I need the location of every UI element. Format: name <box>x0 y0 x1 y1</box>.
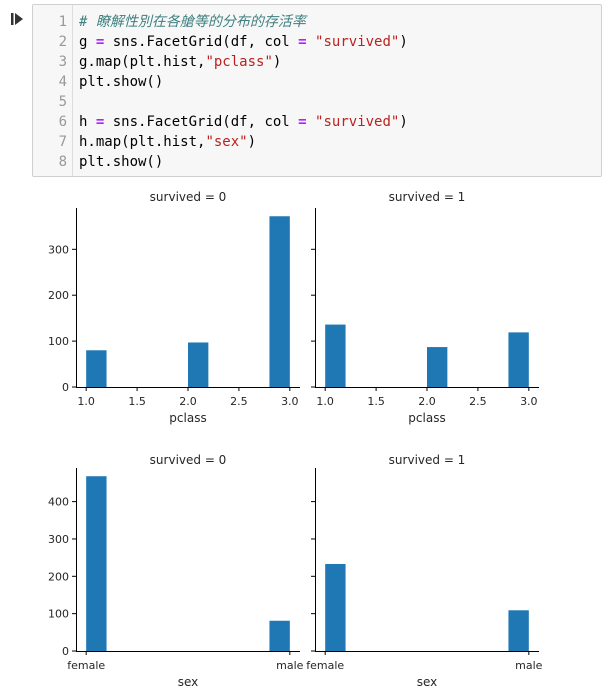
line-number: 7 <box>58 134 67 150</box>
x-tick-label: 1.0 <box>316 395 334 408</box>
code-token: ) <box>247 134 257 150</box>
code-line: 5 <box>33 92 603 112</box>
line-number: 4 <box>58 74 67 90</box>
histogram-bar <box>86 476 107 651</box>
code-token <box>307 34 315 50</box>
code-text: g.map(plt.hist,"pclass") <box>79 52 281 72</box>
code-token <box>307 114 315 130</box>
code-text: plt.show() <box>79 72 163 92</box>
x-tick-label: female <box>306 659 344 672</box>
x-tick-label: 2.5 <box>469 395 487 408</box>
code-token: plt.show() <box>79 154 164 170</box>
code-token: "pclass" <box>205 54 273 70</box>
x-tick-label: 2.5 <box>230 395 248 408</box>
histogram-bar <box>508 332 529 387</box>
run-cell-icon[interactable] <box>10 12 24 26</box>
x-tick-label: 2.0 <box>418 395 436 408</box>
x-tick-label: 1.5 <box>128 395 146 408</box>
y-tick-label: 100 <box>48 335 69 348</box>
x-axis-label: pclass <box>408 411 445 425</box>
line-number: 1 <box>58 14 67 30</box>
code-token: = <box>298 34 307 50</box>
y-tick-label: 100 <box>48 608 69 621</box>
code-text: g = sns.FacetGrid(df, col = "survived") <box>79 32 408 52</box>
y-tick-label: 200 <box>48 289 69 302</box>
x-tick-label: 2.0 <box>179 395 197 408</box>
code-token: "survived" <box>315 114 400 130</box>
line-number: 2 <box>58 34 67 50</box>
code-token: ) <box>399 34 408 50</box>
code-token: "survived" <box>315 34 400 50</box>
code-token: # 瞭解性別在各艙等的分布的存活率 <box>79 14 306 30</box>
code-line: 3 g.map(plt.hist,"pclass") <box>33 52 603 72</box>
x-tick-label: 1.5 <box>367 395 385 408</box>
code-token: g.map(plt.hist, <box>79 54 206 70</box>
y-tick-label: 200 <box>48 570 69 583</box>
x-tick-label: 3.0 <box>520 395 538 408</box>
x-tick-label: female <box>67 659 105 672</box>
histogram-bar <box>427 347 448 387</box>
x-tick-label: male <box>276 659 304 672</box>
code-token: h <box>79 114 96 130</box>
code-token: = <box>298 114 307 130</box>
code-token: g <box>79 34 96 50</box>
x-axis-label: pclass <box>169 411 206 425</box>
code-token: sns.FacetGrid(df, col <box>104 34 299 50</box>
histogram-bar <box>269 216 290 387</box>
code-text: h = sns.FacetGrid(df, col = "survived") <box>79 112 408 132</box>
code-token: plt.show() <box>79 74 164 90</box>
y-tick-label: 400 <box>48 496 69 509</box>
chart-title: survived = 0 <box>150 453 227 467</box>
code-text: plt.show() <box>79 152 163 172</box>
code-text: h.map(plt.hist,"sex") <box>79 132 256 152</box>
chart-title: survived = 0 <box>150 190 227 204</box>
code-line: 8 plt.show() <box>33 152 603 172</box>
code-text: # 瞭解性別在各艙等的分布的存活率 <box>79 12 306 32</box>
chart-title: survived = 1 <box>389 453 466 467</box>
y-tick-label: 300 <box>48 243 69 256</box>
code-token: "sex" <box>205 134 248 150</box>
code-line: 4 plt.show() <box>33 72 603 92</box>
y-tick-label: 0 <box>62 645 69 658</box>
histogram-bar <box>325 563 346 651</box>
x-tick-label: 1.0 <box>77 395 95 408</box>
histogram-bar <box>269 620 290 651</box>
x-axis-label: sex <box>417 675 438 689</box>
line-number-gutter <box>33 5 73 176</box>
chart-title: survived = 1 <box>389 190 466 204</box>
code-line: 1 # 瞭解性別在各艙等的分布的存活率 <box>33 12 603 32</box>
y-tick-label: 300 <box>48 533 69 546</box>
code-token: sns.FacetGrid(df, col <box>104 114 299 130</box>
histogram-bar <box>325 324 346 387</box>
output-plots: survived = 0 0 100 200 300 1.0 1.5 2.0 2.5 3.0 pcl… <box>48 190 543 689</box>
histogram-bar <box>508 610 529 651</box>
code-token: h.map(plt.hist, <box>79 134 206 150</box>
x-tick-label: male <box>515 659 543 672</box>
x-axis-label: sex <box>178 675 199 689</box>
code-token: = <box>95 34 105 50</box>
code-line: 7 h.map(plt.hist,"sex") <box>33 132 603 152</box>
line-number: 3 <box>58 54 67 70</box>
y-tick-label: 0 <box>62 381 69 394</box>
code-cell[interactable]: 1 # 瞭解性別在各艙等的分布的存活率 2 g = sns.FacetGrid(df,… <box>32 4 602 177</box>
line-number: 5 <box>58 94 67 110</box>
histogram-bar <box>86 350 107 387</box>
histogram-bar <box>188 342 209 387</box>
line-number: 8 <box>58 154 67 170</box>
code-token: = <box>95 114 105 130</box>
code-token: ) <box>399 114 408 130</box>
line-number: 6 <box>58 114 67 130</box>
x-tick-label: 3.0 <box>281 395 299 408</box>
code-token: ) <box>272 54 282 70</box>
